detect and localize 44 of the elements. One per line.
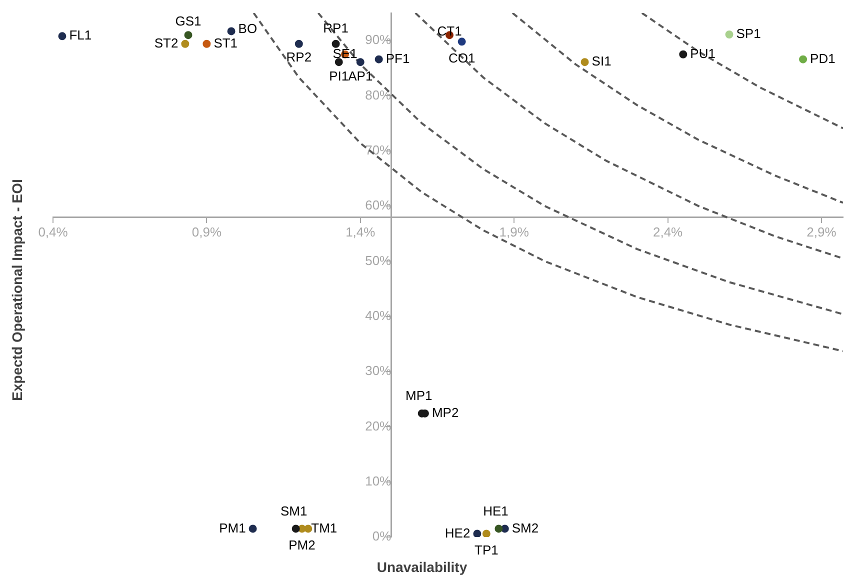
series-label: MP2 [432,405,459,420]
series-label: GS1 [175,14,202,29]
series-label: SI1 [592,54,612,69]
y-tick-label: 10% [365,473,392,488]
y-tick-label: 20% [365,418,392,434]
series-label: PF1 [386,50,410,66]
series-label: TM1 [311,520,338,536]
series-label: HE2 [444,525,470,540]
series-label: SM1 [280,503,308,518]
y-tick-label: 60% [365,198,392,213]
y-tick-label: 0% [372,528,392,544]
series-label: RP2 [286,49,312,64]
series-label: FL1 [69,28,92,43]
y-tick-label: 80% [365,87,392,102]
y-axis-title: Expectd Operational Impact - EOI [9,179,25,401]
series-label: TP1 [474,542,498,558]
series-label: RP1 [323,20,348,36]
series-label: MP1 [406,388,432,404]
series-label: ST2 [154,35,178,50]
x-tick-label: 0,4% [38,224,68,240]
series-label: PU1 [690,46,716,61]
series-label: BO [238,20,258,36]
series-label: SM2 [512,520,539,536]
series-label: AP1 [348,68,373,84]
series-label: PM1 [219,520,246,536]
series-label: HE1 [483,503,508,518]
x-tick-label: 2,4% [652,224,684,240]
x-tick-label: 1,4% [346,224,376,240]
x-tick-label: 0,9% [192,224,222,240]
series-label: PM2 [288,537,316,552]
x-axis-title: Unavailability [376,559,468,575]
x-tick-label: 1,9% [499,224,530,240]
series-label: CT1 [437,24,462,39]
y-tick-label: 70% [365,142,392,158]
series-label: PD1 [810,50,836,66]
y-tick-label: 40% [365,308,392,323]
series-label: SP1 [736,26,761,42]
x-tick-label: 2,9% [806,224,837,240]
series-label: ST1 [214,35,238,50]
y-tick-label: 50% [365,252,392,268]
series-label: PI1 [329,68,349,84]
y-tick-label: 30% [365,363,392,378]
y-tick-label: 90% [365,32,392,48]
series-label: CO1 [448,50,476,66]
